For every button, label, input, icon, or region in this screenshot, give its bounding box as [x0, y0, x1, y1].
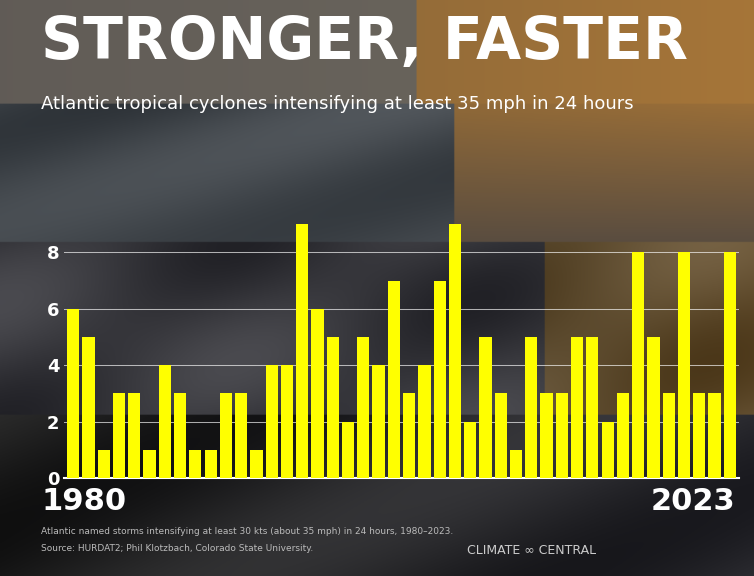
Bar: [617, 393, 629, 478]
Bar: [571, 337, 583, 478]
Bar: [265, 365, 277, 478]
Text: Atlantic tropical cyclones intensifying at least 35 mph in 24 hours: Atlantic tropical cyclones intensifying …: [41, 95, 634, 113]
Bar: [709, 393, 721, 478]
Text: 2023: 2023: [651, 487, 735, 516]
Bar: [98, 450, 110, 478]
Bar: [449, 224, 461, 478]
Bar: [678, 252, 690, 478]
Bar: [220, 393, 232, 478]
Bar: [311, 309, 323, 478]
Bar: [357, 337, 369, 478]
Bar: [648, 337, 660, 478]
Bar: [159, 365, 171, 478]
Text: 1980: 1980: [41, 487, 127, 516]
Bar: [434, 281, 446, 478]
Bar: [388, 281, 400, 478]
Bar: [724, 252, 736, 478]
Bar: [541, 393, 553, 478]
Bar: [235, 393, 247, 478]
Text: STRONGER, FASTER: STRONGER, FASTER: [41, 14, 688, 71]
Bar: [281, 365, 293, 478]
Bar: [693, 393, 705, 478]
Bar: [372, 365, 385, 478]
Bar: [296, 224, 308, 478]
Bar: [67, 309, 79, 478]
Text: Atlantic named storms intensifying at least 30 kts (about 35 mph) in 24 hours, 1: Atlantic named storms intensifying at le…: [41, 527, 454, 536]
Bar: [128, 393, 140, 478]
Bar: [113, 393, 125, 478]
Bar: [418, 365, 431, 478]
Bar: [174, 393, 186, 478]
Text: Source: HURDAT2; Phil Klotzbach, Colorado State University.: Source: HURDAT2; Phil Klotzbach, Colorad…: [41, 544, 314, 554]
Bar: [632, 252, 644, 478]
Text: CLIMATE ∞ CENTRAL: CLIMATE ∞ CENTRAL: [467, 544, 596, 558]
Bar: [403, 393, 415, 478]
Bar: [556, 393, 568, 478]
Bar: [82, 337, 94, 478]
Bar: [663, 393, 675, 478]
Bar: [602, 422, 614, 478]
Bar: [250, 450, 262, 478]
Bar: [464, 422, 477, 478]
Bar: [526, 337, 538, 478]
Bar: [189, 450, 201, 478]
Bar: [326, 337, 339, 478]
Bar: [342, 422, 354, 478]
Bar: [587, 337, 599, 478]
Bar: [143, 450, 155, 478]
Bar: [204, 450, 216, 478]
Bar: [495, 393, 507, 478]
Bar: [480, 337, 492, 478]
Bar: [510, 450, 522, 478]
